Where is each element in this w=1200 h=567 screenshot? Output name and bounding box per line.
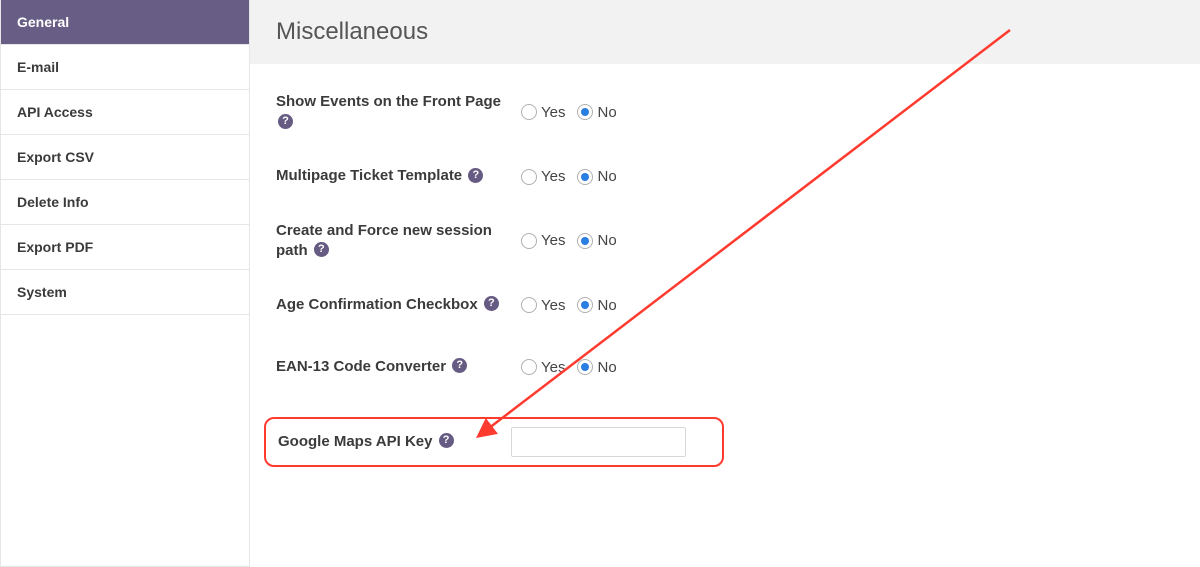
setting-label: Show Events on the Front Page ? (276, 92, 521, 133)
radio-group: Yes No (521, 168, 623, 185)
page-title: Miscellaneous (250, 0, 1200, 64)
sidebar-item-delete-info[interactable]: Delete Info (1, 180, 249, 225)
help-icon[interactable]: ? (278, 114, 293, 129)
setting-multipage-ticket: Multipage Ticket Template ? Yes No (276, 141, 1174, 203)
setting-label: EAN-13 Code Converter ? (276, 357, 521, 377)
setting-ean13: EAN-13 Code Converter ? Yes No (276, 331, 1174, 393)
radio-group: Yes No (521, 104, 623, 121)
radio-yes[interactable] (521, 359, 537, 375)
radio-yes[interactable] (521, 104, 537, 120)
radio-group: Yes No (521, 232, 623, 249)
setting-label: Multipage Ticket Template ? (276, 166, 521, 186)
settings-form: Show Events on the Front Page ? Yes No (250, 64, 1200, 495)
setting-label: Google Maps API Key ? (278, 432, 511, 452)
radio-no[interactable] (577, 169, 593, 185)
sidebar-item-label: Export CSV (17, 149, 94, 165)
setting-session-path: Create and Force new session path ? Yes … (276, 203, 1174, 270)
setting-gmaps-api-key: Google Maps API Key ? (276, 393, 1174, 475)
sidebar-item-label: General (17, 14, 69, 30)
sidebar-item-export-csv[interactable]: Export CSV (1, 135, 249, 180)
radio-label-no: No (597, 168, 616, 185)
help-icon[interactable]: ? (314, 242, 329, 257)
radio-label-no: No (597, 104, 616, 121)
radio-label-no: No (597, 297, 616, 314)
radio-group: Yes No (521, 297, 623, 314)
sidebar-item-label: Delete Info (17, 194, 89, 210)
setting-label: Create and Force new session path ? (276, 221, 521, 262)
help-icon[interactable]: ? (439, 433, 454, 448)
radio-label-yes: Yes (541, 104, 565, 121)
help-icon[interactable]: ? (452, 358, 467, 373)
radio-no[interactable] (577, 297, 593, 313)
radio-label-yes: Yes (541, 359, 565, 376)
gmaps-api-key-input[interactable] (511, 427, 686, 457)
radio-no[interactable] (577, 359, 593, 375)
sidebar-item-email[interactable]: E-mail (1, 45, 249, 90)
annotation-highlight-box: Google Maps API Key ? (264, 417, 724, 467)
radio-label-no: No (597, 232, 616, 249)
radio-no[interactable] (577, 104, 593, 120)
setting-age-confirmation: Age Confirmation Checkbox ? Yes No (276, 269, 1174, 331)
sidebar-item-api-access[interactable]: API Access (1, 90, 249, 135)
setting-label: Age Confirmation Checkbox ? (276, 295, 521, 315)
radio-yes[interactable] (521, 233, 537, 249)
sidebar-item-label: System (17, 284, 67, 300)
radio-yes[interactable] (521, 169, 537, 185)
sidebar-item-label: API Access (17, 104, 93, 120)
sidebar-item-system[interactable]: System (1, 270, 249, 315)
settings-sidebar: General E-mail API Access Export CSV Del… (0, 0, 250, 567)
content-panel: Miscellaneous Show Events on the Front P… (250, 0, 1200, 567)
sidebar-item-export-pdf[interactable]: Export PDF (1, 225, 249, 270)
sidebar-item-label: Export PDF (17, 239, 93, 255)
radio-label-yes: Yes (541, 297, 565, 314)
radio-yes[interactable] (521, 297, 537, 313)
sidebar-item-general[interactable]: General (1, 0, 249, 45)
setting-show-events: Show Events on the Front Page ? Yes No (276, 74, 1174, 141)
radio-label-yes: Yes (541, 232, 565, 249)
sidebar-item-label: E-mail (17, 59, 59, 75)
radio-label-no: No (597, 359, 616, 376)
help-icon[interactable]: ? (468, 168, 483, 183)
radio-group: Yes No (521, 359, 623, 376)
input-wrap (511, 427, 686, 457)
radio-no[interactable] (577, 233, 593, 249)
help-icon[interactable]: ? (484, 296, 499, 311)
radio-label-yes: Yes (541, 168, 565, 185)
